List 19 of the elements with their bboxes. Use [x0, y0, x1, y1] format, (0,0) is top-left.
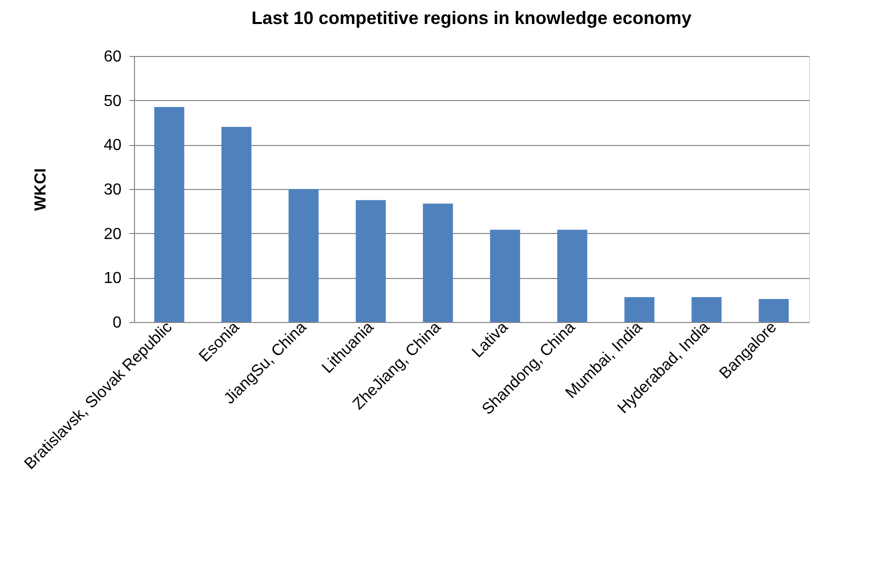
y-tick-label: 40 — [104, 137, 122, 154]
bar — [154, 106, 184, 322]
y-tick-label: 0 — [112, 314, 122, 332]
y-tick-label: 20 — [104, 226, 122, 243]
bar — [422, 204, 453, 322]
bar — [288, 189, 319, 322]
chart-title: Last 10 competitive regions in knowledge economy — [251, 8, 692, 28]
y-tick-label: 10 — [104, 270, 122, 288]
y-tick-label: 50 — [104, 92, 122, 110]
y-axis-title: WKCI — [32, 168, 50, 211]
bar — [557, 230, 588, 322]
bar — [356, 200, 386, 322]
bar — [490, 230, 520, 322]
y-tick-label: 60 — [104, 48, 122, 66]
bar — [758, 298, 789, 322]
bar — [692, 297, 722, 322]
bar — [624, 297, 654, 322]
bar — [221, 126, 252, 322]
y-tick-label: 30 — [104, 182, 122, 198]
